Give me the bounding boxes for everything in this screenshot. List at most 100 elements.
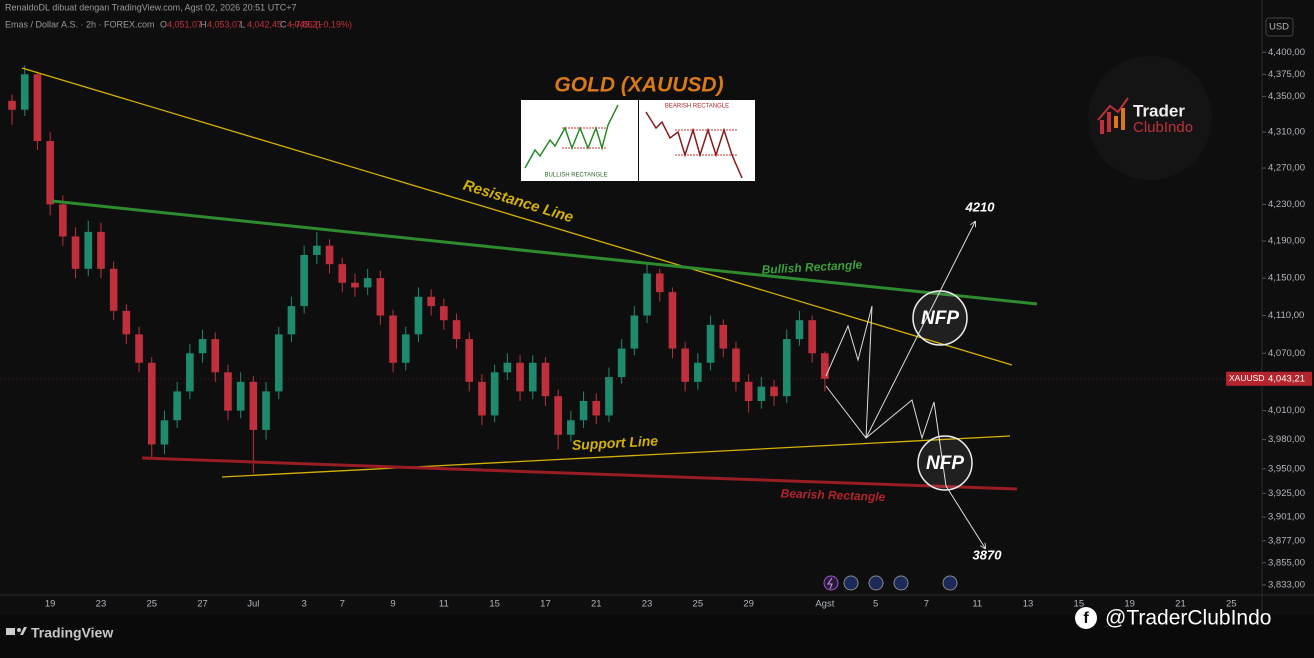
bearish-rectangle-line — [141, 456, 1018, 491]
y-tick-label: 4,190,00 — [1268, 236, 1305, 247]
ohlc-value: 4,043,21 — [287, 19, 322, 29]
plot-area — [0, 65, 1262, 474]
bullish-label: Bullish Rectangle — [761, 258, 863, 277]
y-tick-label: 3,877,00 — [1268, 535, 1305, 546]
target-down: 3870 — [973, 547, 1003, 562]
ohlc-key: L — [240, 19, 245, 29]
support-label: Support Line — [571, 432, 658, 453]
x-tick-label: 19 — [1124, 599, 1135, 610]
candle-body — [8, 100, 16, 110]
bearish-projection — [825, 385, 985, 548]
event-label: NFP — [926, 453, 964, 474]
y-tick-label: 3,925,00 — [1268, 488, 1305, 499]
candle-body — [744, 381, 753, 401]
ohlc-key: C — [280, 19, 287, 29]
candle-body — [706, 324, 715, 363]
ohlc-key: O — [160, 19, 167, 29]
inset-bullish-label: BULLISH RECTANGLE — [545, 173, 608, 179]
footer-handle: @TraderClubIndo — [1105, 607, 1271, 630]
facebook-icon — [1075, 607, 1097, 629]
x-tick-label: 9 — [390, 599, 395, 610]
resistance-line — [21, 67, 1013, 366]
y-tick-label: 3,833,00 — [1268, 579, 1305, 590]
event-icons[interactable] — [823, 575, 958, 591]
event-label: NFP — [921, 308, 959, 329]
candle-body — [668, 292, 677, 349]
ohlc-key: H — [200, 19, 207, 29]
x-tick-label: 7 — [924, 599, 929, 610]
candle-body — [236, 381, 245, 411]
candle-body — [757, 386, 766, 401]
bullish-rectangle-line — [51, 199, 1038, 306]
currency[interactable]: USD — [1269, 22, 1289, 33]
last-price-label: 4,043,21 — [1268, 373, 1305, 384]
y-tick-label: 4,150,00 — [1268, 273, 1305, 284]
author-line: RenaldoDL dibuat dengan TradingView.com,… — [5, 2, 296, 12]
candle-body — [363, 278, 372, 288]
candle-body — [198, 339, 207, 354]
drawings — [21, 67, 1038, 548]
candle-body — [109, 268, 118, 311]
y-tick-label: 4,230,00 — [1268, 199, 1305, 210]
candle-body — [147, 362, 156, 445]
candle-body — [592, 400, 601, 416]
bullish-projection — [825, 222, 975, 439]
currency-box[interactable] — [1265, 17, 1294, 37]
ohlc-value: 4,053,07 — [207, 19, 242, 29]
candle-body — [33, 74, 42, 142]
candle-body — [770, 386, 778, 397]
x-tick-label: 25 — [693, 599, 704, 610]
logo-icon — [1097, 97, 1129, 134]
y-tick-label: 4,375,00 — [1268, 69, 1305, 80]
x-tick-label: 3 — [302, 599, 307, 610]
candle-body — [313, 245, 321, 255]
candle-body — [617, 348, 626, 378]
ohlc-value: 4,042,45 — [247, 19, 282, 29]
candle-body — [59, 204, 67, 237]
bearish-label: Bearish Rectangle — [780, 486, 885, 504]
candle-body — [655, 273, 664, 293]
y-tick-label: 3,980,00 — [1268, 434, 1305, 445]
candle-body — [795, 320, 804, 340]
candle-body — [541, 362, 550, 397]
candle-body — [821, 353, 829, 379]
candle-body — [782, 339, 791, 397]
candle-body — [579, 400, 588, 421]
candle-body — [249, 381, 258, 430]
x-tick-label: 11 — [972, 599, 982, 610]
y-tick-label: 4,400,00 — [1268, 47, 1305, 58]
event-circle — [912, 290, 968, 346]
x-tick-label: 25 — [146, 599, 157, 610]
x-tick-label: 15 — [489, 599, 500, 610]
candle-body — [503, 362, 512, 373]
inset-bearish-label: BEARISH RECTANGLE — [665, 104, 729, 110]
y-tick-label: 4,270,00 — [1268, 163, 1305, 174]
target-up: 4210 — [965, 199, 996, 214]
x-tick-label: 21 — [1175, 599, 1186, 610]
candle-body — [528, 362, 537, 392]
support-line — [221, 435, 1011, 478]
candle-body — [694, 362, 702, 382]
candle-body — [160, 420, 169, 445]
x-tick-label: Agst — [815, 599, 834, 610]
candle-body — [427, 296, 435, 307]
x-tick-label: 29 — [743, 599, 754, 610]
event-circle — [917, 435, 973, 491]
tradingview-logo — [6, 627, 27, 635]
candle-body — [325, 245, 334, 265]
candle-body — [46, 141, 54, 205]
candle-body — [516, 362, 524, 392]
candle-body — [643, 273, 651, 316]
x-tick-label: 15 — [1074, 599, 1085, 610]
candle-body — [414, 296, 423, 335]
candle-body — [389, 315, 397, 363]
y-tick-label: 3,950,00 — [1268, 463, 1305, 474]
candle-body — [567, 420, 575, 435]
logo-line2: ClubIndo — [1133, 119, 1193, 136]
x-tick-label: 21 — [591, 599, 602, 610]
y-tick-label: 4,010,00 — [1268, 405, 1305, 416]
x-tick-label: 19 — [45, 599, 56, 610]
candle-body — [300, 254, 308, 307]
candle-body — [211, 339, 220, 373]
